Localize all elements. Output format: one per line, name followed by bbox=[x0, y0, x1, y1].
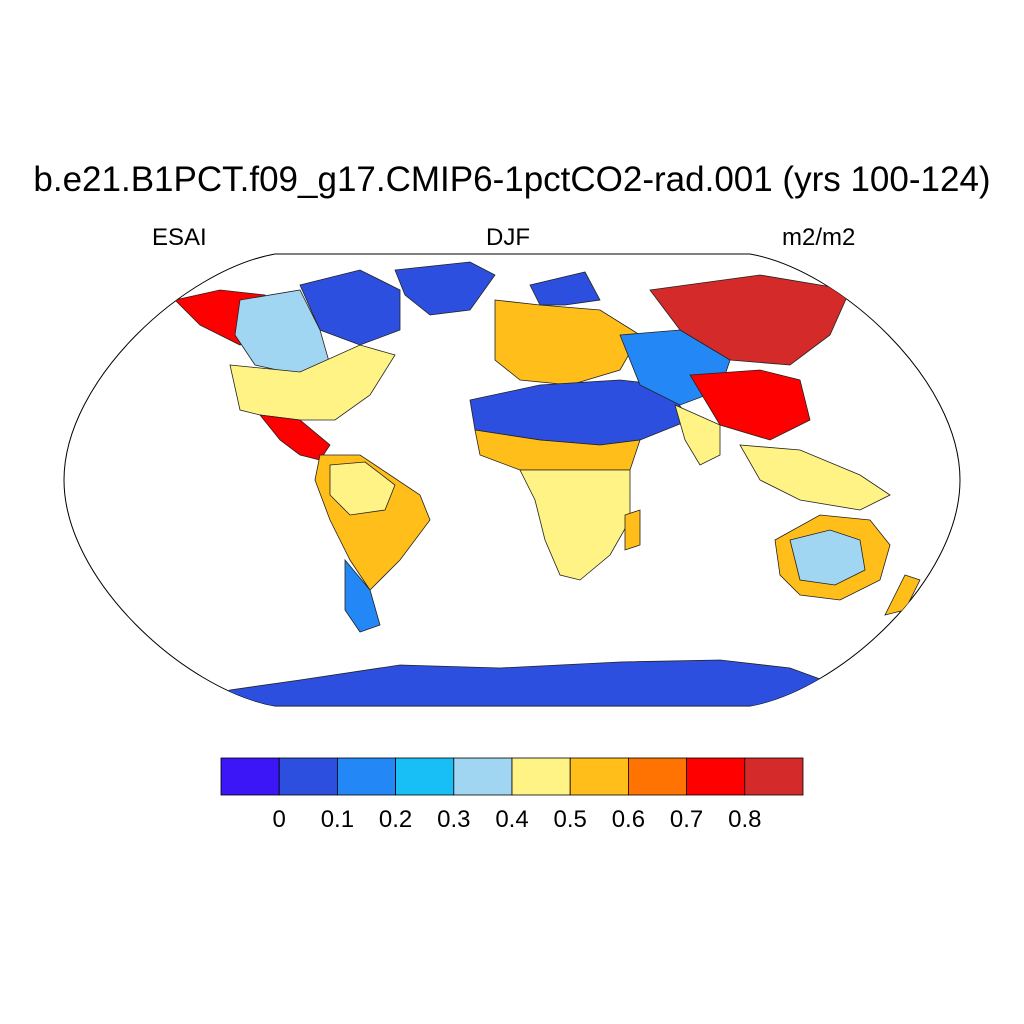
colorbar-tick-label: 0.8 bbox=[728, 806, 761, 833]
map-region-patagonia bbox=[344, 558, 381, 633]
colorbar-swatch bbox=[628, 757, 688, 796]
colorbar-tick-label: 0.3 bbox=[437, 806, 470, 833]
colorbar-tick-label: 0.6 bbox=[612, 806, 645, 833]
map-region-new-zealand bbox=[884, 574, 921, 616]
colorbar-tick-label: 0.2 bbox=[379, 806, 412, 833]
colorbar-swatch bbox=[220, 757, 280, 796]
colorbar-tick-label: 0.5 bbox=[554, 806, 587, 833]
colorbar-swatch bbox=[744, 757, 804, 796]
map-region-africa-south bbox=[519, 469, 631, 581]
colorbar-swatch bbox=[278, 757, 338, 796]
map-region-southeast-asia bbox=[739, 444, 891, 511]
map-region-scandinavia bbox=[529, 271, 601, 306]
map-region-madagascar bbox=[624, 509, 641, 551]
units-label: m2/m2 bbox=[782, 224, 856, 251]
map-region-usa bbox=[229, 344, 396, 421]
map-region-greenland bbox=[394, 261, 496, 316]
colorbar-swatch bbox=[395, 757, 455, 796]
colorbar-tick-label: 0 bbox=[273, 806, 286, 833]
colorbar-tick-label: 0.7 bbox=[670, 806, 703, 833]
colorbar-swatch bbox=[453, 757, 513, 796]
season-label: DJF bbox=[486, 224, 530, 251]
map-region-amazon bbox=[329, 461, 396, 516]
map-region-europe bbox=[494, 299, 641, 386]
map-region-australia bbox=[789, 529, 866, 586]
map-region-india bbox=[674, 404, 721, 466]
variable-label: ESAI bbox=[152, 224, 207, 251]
colorbar-swatch bbox=[686, 757, 746, 796]
colorbar-swatch bbox=[569, 757, 629, 796]
colorbar-swatch bbox=[336, 757, 396, 796]
colorbar-tick-label: 0.1 bbox=[321, 806, 354, 833]
colorbar-tick-label: 0.4 bbox=[495, 806, 528, 833]
plot-title: b.e21.B1PCT.f09_g17.CMIP6-1pctCO2-rad.00… bbox=[33, 160, 991, 199]
colorbar-swatch bbox=[511, 757, 571, 796]
